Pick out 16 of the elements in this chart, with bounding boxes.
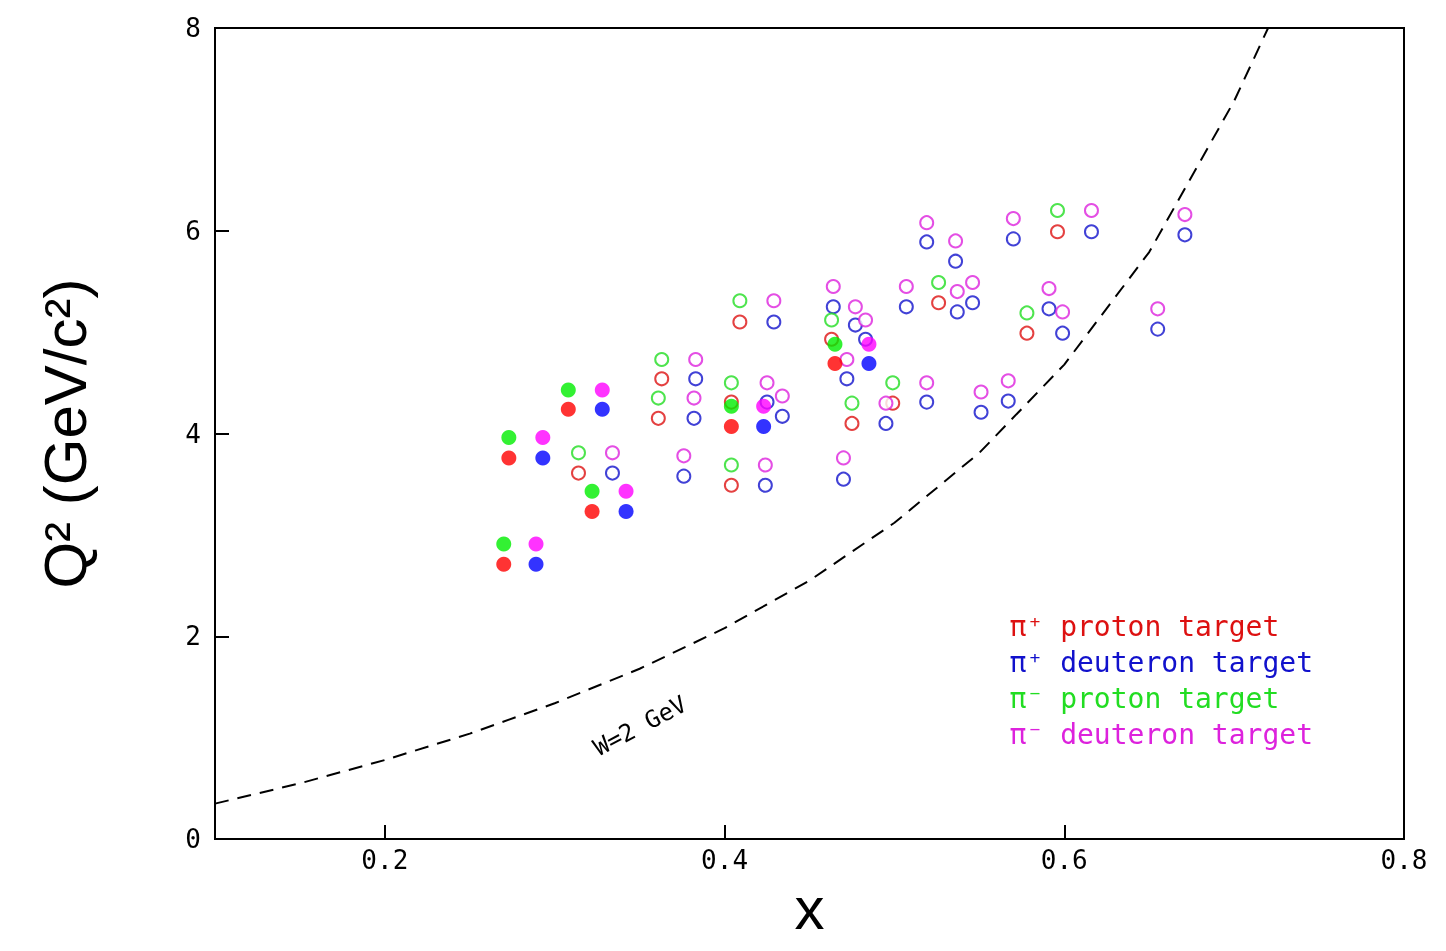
y-tick-label: 6 [185,215,201,246]
x-tick-label: 0.6 [1040,845,1088,876]
y-tick-label: 4 [185,418,201,449]
text: π⁻ proton target [1009,681,1280,715]
x-axis-title: x [794,874,825,942]
y-tick-label: 2 [185,621,201,652]
x-tick-label: 0.4 [701,845,749,876]
x-tick-label: 0.2 [361,845,409,876]
y-tick-label: 0 [185,824,201,855]
y-tick-label: 8 [185,13,201,43]
text: π⁻ deuteron target [1009,717,1313,751]
annotation: W=2 GeV [588,690,692,762]
x-tick-label: 0.8 [1380,845,1428,876]
text: π⁺ deuteron target [1009,645,1313,679]
y-axis-title: Q² (GeV/c²) [31,278,99,589]
text: π⁺ proton target [1009,609,1280,643]
